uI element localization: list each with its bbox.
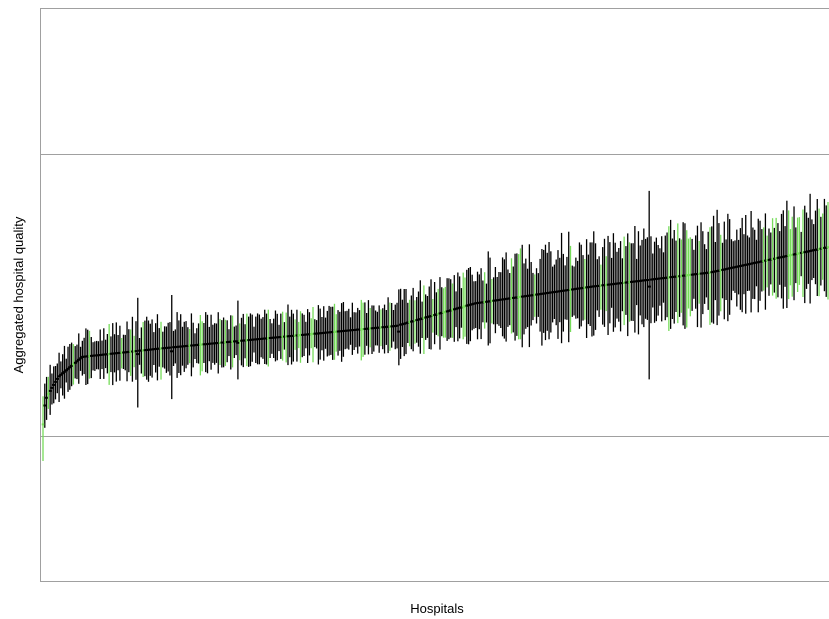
y-axis-title: Aggregated hospital quality — [11, 216, 26, 373]
confidence-intervals — [42, 190, 829, 461]
reference-lines — [40, 154, 829, 437]
x-axis-title: Hospitals — [410, 601, 464, 616]
plot-area — [40, 8, 829, 582]
point-estimates — [41, 246, 829, 426]
